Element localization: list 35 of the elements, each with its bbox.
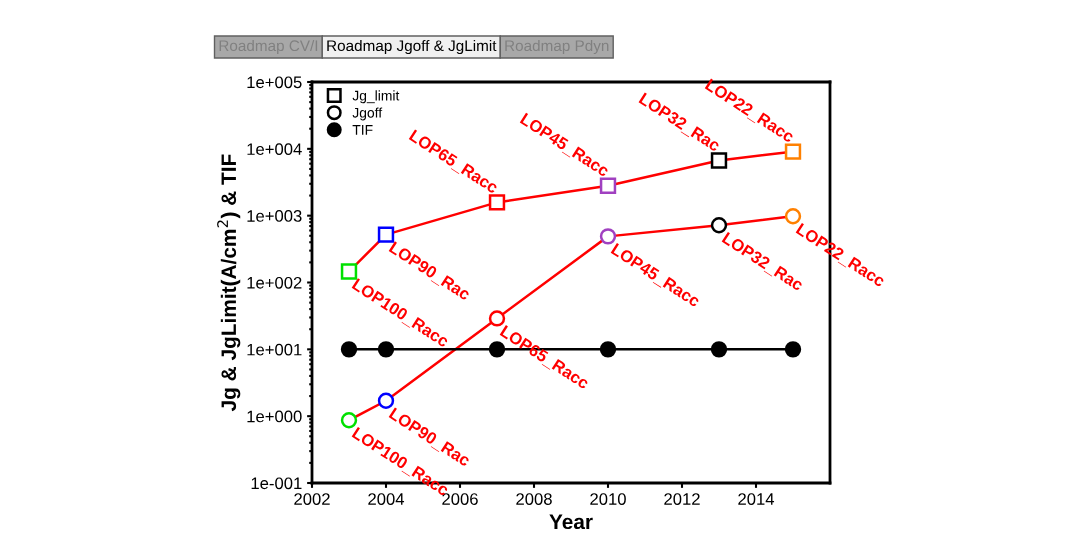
legend-label: Jgoff — [352, 107, 383, 121]
legend-label: Jg_limit — [352, 90, 400, 104]
point — [599, 341, 617, 358]
point — [784, 208, 802, 225]
x-tick-label: 2014 — [738, 493, 775, 505]
point — [488, 194, 506, 211]
point — [710, 217, 728, 234]
x-tick-label: 2010 — [590, 493, 626, 505]
x-tick-label: 2004 — [368, 493, 405, 505]
point — [784, 341, 802, 358]
point — [710, 152, 728, 169]
x-tick-label: 2002 — [294, 493, 330, 505]
point — [340, 263, 358, 280]
point — [710, 341, 728, 358]
x-tick-label: 2006 — [442, 493, 478, 505]
point — [488, 310, 506, 327]
y-tick-label: 1e+005 — [247, 76, 302, 89]
x-tick-label: 2012 — [664, 493, 700, 505]
y-tick-label: 1e-001 — [251, 477, 302, 490]
point — [599, 228, 617, 245]
y-tick-label: 1e+004 — [247, 143, 302, 156]
y-tick-label: 1e+001 — [247, 343, 302, 356]
y-tick-label: 1e+003 — [247, 210, 302, 222]
text: Roadmap Jgoff & JgLimit — [327, 39, 497, 55]
point — [377, 226, 395, 243]
point — [784, 143, 802, 160]
legend-label: TIF — [352, 125, 373, 135]
y-tick-label: 1e+002 — [247, 276, 302, 289]
y-tick-label: 1e+000 — [247, 410, 302, 423]
point — [599, 177, 617, 194]
point — [377, 392, 395, 409]
y-axis-title: Jg & JgLimit(A/cm$^{2}$) & TIF — [217, 154, 241, 412]
x-axis-title: Year — [549, 514, 593, 530]
x-tick-label: 2008 — [516, 493, 552, 505]
point — [340, 412, 358, 429]
